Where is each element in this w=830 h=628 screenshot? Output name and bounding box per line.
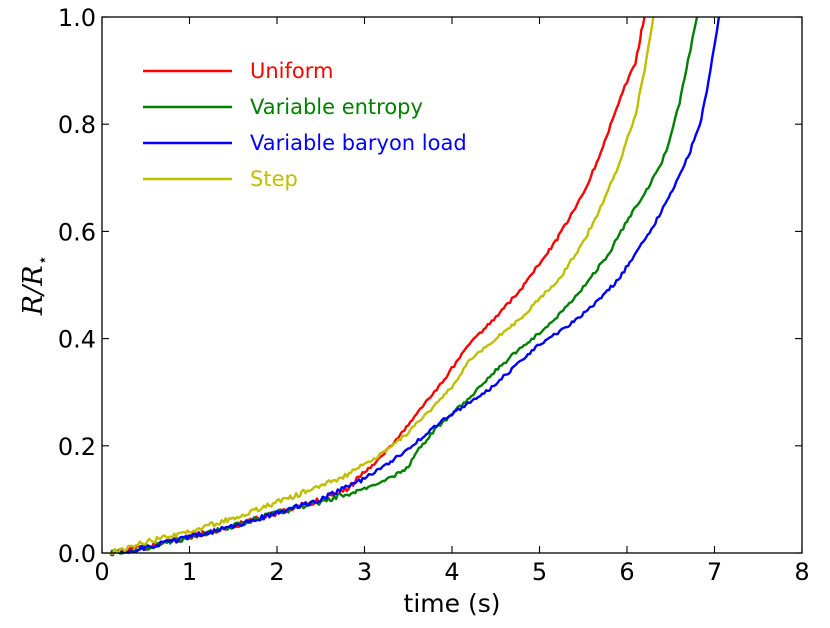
x-tick-label: 0 <box>94 558 109 586</box>
series-line-variable-baryon-load <box>110 16 721 557</box>
legend-label: Variable entropy <box>250 95 423 119</box>
y-tick-label: 0.4 <box>58 326 96 354</box>
y-tick-label: 0.6 <box>58 218 96 246</box>
y-tick-label: 1.0 <box>58 4 96 32</box>
legend-label: Variable baryon load <box>250 131 467 155</box>
y-axis-title-main: R/R <box>18 265 49 316</box>
x-tick-label: 7 <box>707 558 722 586</box>
y-axis-title-subscript: ⋆ <box>33 255 53 266</box>
series-layer <box>109 16 721 557</box>
y-axis-title: R/R⋆ <box>18 255 53 316</box>
x-tick-label: 1 <box>182 558 197 586</box>
x-tick-label: 6 <box>619 558 634 586</box>
ticks-layer: 0 1 2 3 4 5 6 7 8 0.0 0.2 0.4 0.6 0.8 1.0 <box>58 4 810 586</box>
y-tick-label: 0.0 <box>58 540 96 568</box>
x-tick-label: 5 <box>532 558 547 586</box>
y-tick-label: 0.8 <box>58 111 96 139</box>
series-line-step <box>110 16 655 556</box>
x-tick-label: 3 <box>357 558 372 586</box>
legend: Uniform Variable entropy Variable baryon l… <box>143 59 467 191</box>
x-axis-title: time (s) <box>404 589 501 618</box>
y-tick-label: 0.2 <box>58 433 96 461</box>
x-tick-label: 4 <box>444 558 459 586</box>
legend-label: Uniform <box>250 59 333 83</box>
x-tick-label: 2 <box>269 558 284 586</box>
legend-label: Step <box>250 167 298 191</box>
x-tick-label: 8 <box>794 558 809 586</box>
